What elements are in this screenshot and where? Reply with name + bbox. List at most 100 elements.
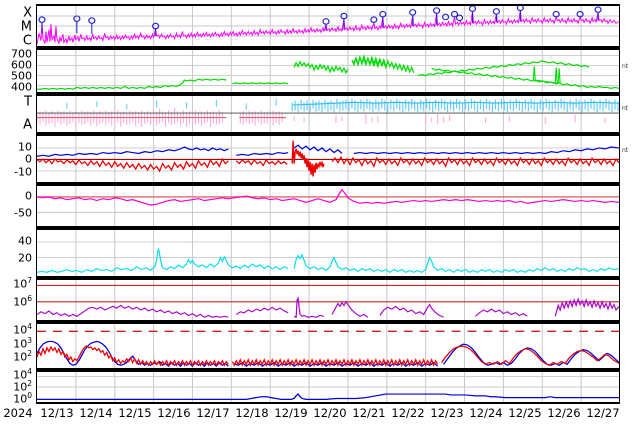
series-dst-index — [37, 188, 619, 206]
series-proton-flux-3 — [293, 296, 325, 319]
series-bt-total-field-4 — [353, 146, 619, 155]
series-electron-channel-b-2 — [231, 358, 439, 367]
ytick-neutron-1e0: 100 — [13, 390, 32, 406]
ytick-electron-1e2: 102 — [13, 348, 32, 364]
ytick-proton-1e7: 107 — [13, 275, 32, 291]
series-proton-flux-4 — [331, 300, 369, 318]
series-electron-channel-b-3 — [441, 345, 619, 366]
series-speed-spike-group — [532, 66, 561, 85]
plot-neutron-monitor — [37, 372, 619, 402]
xaxis-tick-2: 12/15 — [118, 406, 152, 420]
plot-temperature-density — [37, 96, 619, 132]
series-speed-segment-2 — [232, 82, 289, 85]
xaxis-tick-13: 12/26 — [547, 406, 581, 420]
xaxis-tick-0: 12/13 — [40, 406, 74, 420]
ytick-proton-1e6: 106 — [13, 293, 32, 309]
yaxis-labels-electron-flux: 104 103 102 — [0, 322, 34, 370]
xaxis-tick-1: 12/14 — [79, 406, 113, 420]
gridlines-dst — [37, 186, 619, 226]
xaxis-tick-7: 12/20 — [313, 406, 347, 420]
xaxis-tick-5: 12/18 — [235, 406, 269, 420]
series-kp-ae-index — [37, 247, 289, 273]
ytick-imf-minus10: -10 — [14, 165, 32, 179]
xaxis-tick-10: 12/23 — [430, 406, 464, 420]
series-proton-flux — [37, 304, 229, 318]
series-temperature-band — [291, 98, 619, 113]
series-proton-flux-6 — [475, 308, 528, 317]
right-tick-solar-wind-speed: nt — [622, 63, 629, 70]
xaxis-tick-8: 12/21 — [352, 406, 386, 420]
yaxis-labels-proton-flux: 107 106 — [0, 275, 34, 322]
series-proton-flux-7 — [554, 297, 619, 317]
plot-electron-flux — [37, 324, 619, 368]
series-temperature-envelope — [292, 101, 619, 106]
flare-peak-markers — [38, 6, 602, 30]
yaxis-labels-temperature-density: T A — [0, 94, 34, 134]
ytick-imf-10: 10 — [18, 140, 32, 154]
right-tick-temperature-density: nt — [622, 105, 629, 112]
yaxis-labels-imf: 10 0 -10 — [0, 134, 34, 184]
ytick-speed-700: 700 — [11, 47, 32, 61]
ytick-temperature: T — [24, 94, 32, 110]
series-electron-channel-b — [37, 345, 229, 367]
ytick-xray-x: X — [23, 5, 32, 21]
gridlines-kp — [37, 230, 619, 276]
panel-temperature-density — [36, 94, 620, 134]
gridlines-speed — [37, 50, 619, 92]
ytick-density: A — [23, 117, 32, 133]
plot-proton-flux-high — [37, 280, 619, 320]
ytick-kp-20: 20 — [18, 251, 32, 265]
xaxis-tick-3: 12/16 — [157, 406, 191, 420]
ytick-speed-400: 400 — [11, 80, 32, 94]
panel-neutron-monitor — [36, 370, 620, 404]
xaxis-tick-11: 12/24 — [469, 406, 503, 420]
panel-solar-wind-speed — [36, 48, 620, 94]
series-proton-flux-5 — [379, 303, 444, 318]
ytick-imf-0: 0 — [25, 152, 32, 166]
gridlines-neutron — [37, 372, 619, 402]
series-neutron-monitor — [37, 393, 619, 400]
panel-xray-flux — [36, 4, 620, 48]
gridlines-xray — [37, 6, 619, 46]
series-bz-component-3 — [331, 155, 619, 168]
yaxis-labels-solar-wind-speed: 700 600 500 400 — [0, 48, 34, 94]
yaxis-labels-dst: 0 -50 — [0, 184, 34, 228]
ytick-neutron-1e2: 102 — [13, 378, 32, 394]
yaxis-labels-xray-flux: X M C — [0, 4, 34, 48]
yaxis-labels-kp-ae: 40 20 — [0, 228, 34, 278]
ytick-electron-1e3: 103 — [13, 335, 32, 351]
series-electron-channel-a-2 — [234, 361, 439, 367]
panel-proton-flux-high — [36, 278, 620, 322]
xaxis-tick-12: 12/25 — [508, 406, 542, 420]
ytick-speed-600: 600 — [11, 58, 32, 72]
ytick-xray-c: C — [22, 33, 32, 49]
plot-kp-ae-index — [37, 230, 619, 276]
series-bz-spike — [291, 140, 325, 177]
ytick-kp-40: 40 — [18, 234, 32, 248]
xaxis-tick-6: 12/19 — [274, 406, 308, 420]
series-bz-component — [37, 157, 229, 173]
xaxis-tick-14: 12/27 — [586, 406, 620, 420]
yaxis-labels-neutron-monitor: 104 102 100 — [0, 368, 34, 406]
panel-imf-components — [36, 134, 620, 184]
series-speed-segment-5 — [417, 60, 590, 77]
plot-xray-flux — [37, 6, 619, 46]
ytick-speed-500: 500 — [11, 69, 32, 83]
series-speed-segment-7 — [431, 67, 619, 89]
right-tick-imf: nt — [622, 147, 629, 154]
series-bt-total-field — [37, 146, 229, 157]
series-bt-total-field-3 — [293, 144, 343, 154]
flare-marker-stems — [41, 10, 599, 36]
plot-dst-index — [37, 186, 619, 226]
ytick-dst-0: 0 — [25, 189, 32, 203]
series-kp-ae-index-2 — [293, 253, 619, 274]
series-temperature-sparse — [66, 98, 277, 110]
plot-solar-wind-speed — [37, 50, 619, 92]
series-speed-segment-1 — [37, 78, 227, 90]
series-electron-channel-a-3 — [443, 343, 619, 366]
series-bz-component-2 — [235, 158, 288, 167]
panel-kp-ae-index — [36, 228, 620, 278]
plot-imf-components — [37, 136, 619, 182]
series-speed-segment-3 — [293, 60, 349, 75]
